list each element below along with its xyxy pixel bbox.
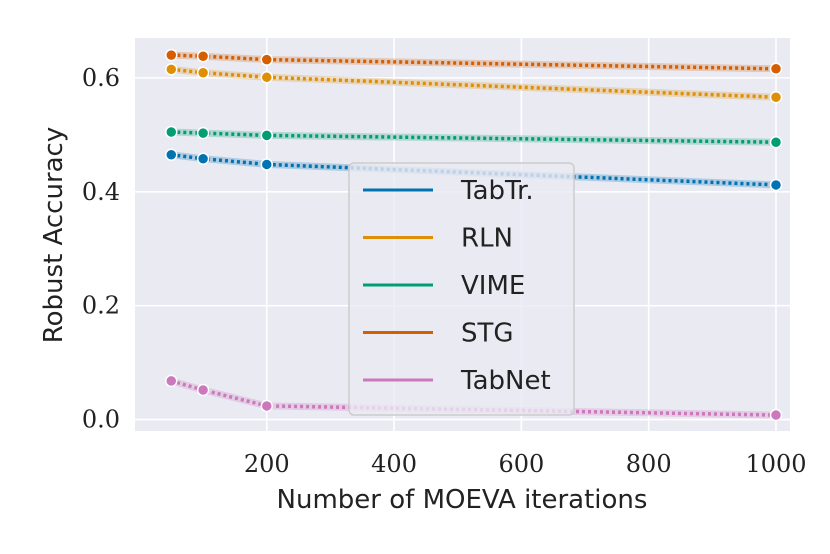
legend-label: RLN <box>461 224 513 254</box>
series-line <box>171 67 777 99</box>
data-point <box>769 62 783 76</box>
series-rln <box>165 63 783 104</box>
x-ticks: 200 400 600 800 1000 <box>244 450 807 478</box>
series-line <box>171 130 777 144</box>
series-stg <box>165 48 783 76</box>
data-point <box>196 383 210 397</box>
y-tick-label: 0.6 <box>82 64 120 92</box>
data-point <box>260 158 274 171</box>
data-point <box>196 126 210 140</box>
data-point <box>769 408 783 422</box>
series-vime <box>165 125 783 149</box>
y-tick-label: 0.0 <box>82 406 120 434</box>
legend: TabTr. RLN VIME STG TabNet <box>348 162 575 416</box>
data-point <box>769 178 783 192</box>
data-point <box>260 399 274 413</box>
legend-label: STG <box>461 319 514 349</box>
data-point <box>196 49 210 63</box>
data-point <box>165 125 178 139</box>
y-tick-label: 0.4 <box>82 178 120 206</box>
y-ticks: 0.0 0.2 0.4 0.6 <box>82 64 120 434</box>
data-point <box>769 135 783 149</box>
x-tick-label: 600 <box>498 450 544 478</box>
legend-label: VIME <box>461 271 525 301</box>
data-point <box>165 148 178 162</box>
y-axis-label: Robust Accuracy <box>39 127 69 344</box>
legend-label: TabNet <box>460 366 551 396</box>
data-point <box>260 53 274 66</box>
data-point <box>196 152 210 165</box>
legend-label: TabTr. <box>460 176 534 206</box>
x-axis-label: Number of MOEVA iterations <box>277 485 648 515</box>
data-point <box>260 129 274 142</box>
series-line <box>171 53 777 71</box>
data-point <box>260 71 274 84</box>
x-tick-label: 1000 <box>745 450 806 478</box>
x-tick-label: 400 <box>371 450 417 478</box>
data-point <box>196 66 210 79</box>
data-point <box>165 63 178 76</box>
legend-box <box>348 162 575 416</box>
data-point <box>165 374 178 388</box>
x-tick-label: 800 <box>626 450 672 478</box>
data-point <box>165 48 178 62</box>
y-tick-label: 0.2 <box>82 292 120 320</box>
data-point <box>769 90 783 104</box>
x-tick-label: 200 <box>244 450 290 478</box>
